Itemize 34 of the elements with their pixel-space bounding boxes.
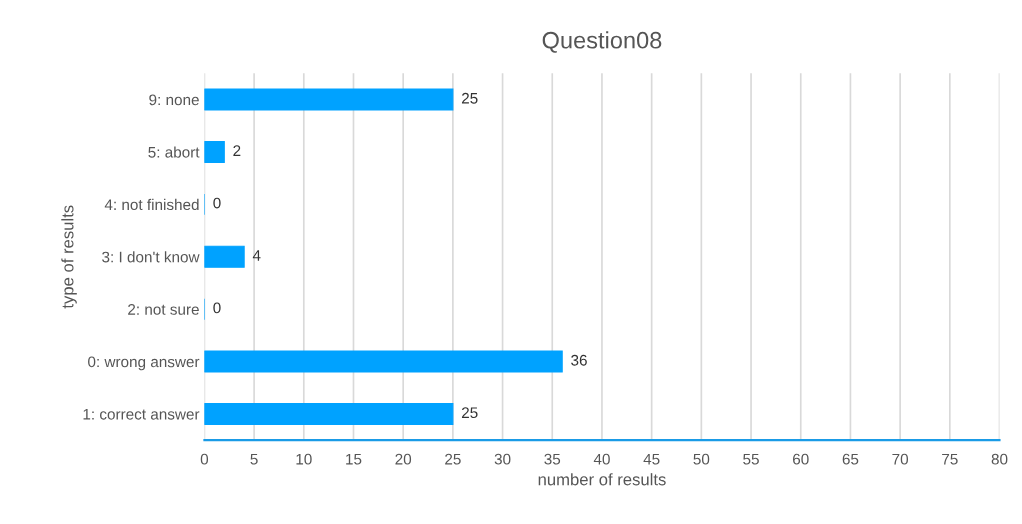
y-axis-title: type of results [61,205,77,309]
x-tick-label: 75 [942,453,958,465]
x-tick-label: 50 [693,453,710,465]
x-axis-title: number of results [538,473,666,486]
x-tick-label: 45 [643,453,660,465]
x-tick-label: 5 [250,453,258,465]
y-tick-label: 9: none [149,94,199,106]
data-label: 0 [213,197,221,209]
x-tick-label: 55 [743,453,759,465]
data-label: 4 [252,250,261,261]
y-tick-label: 3: I don't know [102,251,200,263]
x-tick-label: 35 [544,453,561,465]
y-tick-label: 1: correct answer [83,408,200,420]
x-tick-label: 80 [991,453,1008,465]
x-tick-label: 30 [494,453,511,465]
data-label: 0 [213,302,221,314]
x-tick-label: 25 [445,453,461,465]
data-label: 25 [461,92,478,104]
x-tick-label: 70 [892,453,909,465]
y-tick-label: 0: wrong answer [88,356,200,371]
y-tick-label: 5: abort [148,146,200,158]
chart-title: Question08 [542,31,662,53]
y-tick-label: 2: not sure [128,304,199,315]
y-tick-label: 4: not finished [104,198,199,211]
x-tick-label: 20 [395,453,412,465]
x-tick-label: 0 [200,453,209,465]
data-label: 25 [461,407,478,419]
data-label: 2 [233,145,241,156]
x-tick-label: 60 [793,453,809,465]
x-tick-label: 10 [296,453,312,465]
data-label: 36 [571,354,587,366]
x-tick-label: 65 [842,453,859,465]
x-tick-label: 40 [593,453,610,465]
x-tick-label: 15 [346,453,362,465]
